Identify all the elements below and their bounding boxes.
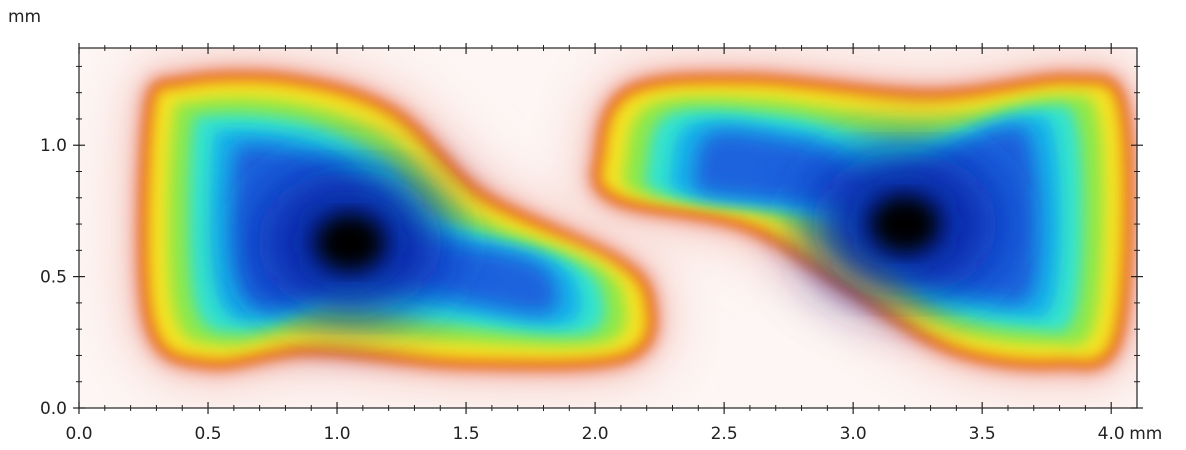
- x-tick-label: 3.0: [840, 424, 867, 444]
- y-tick-label: 0.0: [40, 399, 67, 419]
- x-axis-unit: mm: [1129, 424, 1162, 444]
- plot-frame: [78, 47, 1138, 409]
- y-tick-label: 0.5: [40, 268, 67, 288]
- y-tick-label: 1.0: [40, 136, 67, 156]
- left-lobe: [116, 49, 679, 392]
- x-tick-label: 2.0: [582, 424, 609, 444]
- x-tick-label: 0.0: [65, 424, 92, 444]
- x-tick-label: 2.5: [711, 424, 738, 444]
- y-axis-unit: mm: [8, 7, 41, 27]
- left-lobe-minimum: [315, 214, 384, 271]
- x-axis-ticks: 0.0 0.5 1.0 1.5 2.0 2.5 3.0 3.5 4.0: [65, 43, 1125, 444]
- x-tick-label: 0.5: [195, 424, 222, 444]
- x-tick-label: 3.5: [969, 424, 996, 444]
- right-lobe-minimum: [870, 196, 939, 253]
- x-tick-label: 4.0: [1098, 424, 1125, 444]
- x-tick-label: 1.0: [324, 424, 351, 444]
- heatmap-field: [116, 49, 1137, 392]
- y-axis-ticks: 0.0 0.5 1.0: [40, 65, 1143, 419]
- x-tick-label: 1.5: [453, 424, 480, 444]
- right-lobe: [569, 52, 1137, 392]
